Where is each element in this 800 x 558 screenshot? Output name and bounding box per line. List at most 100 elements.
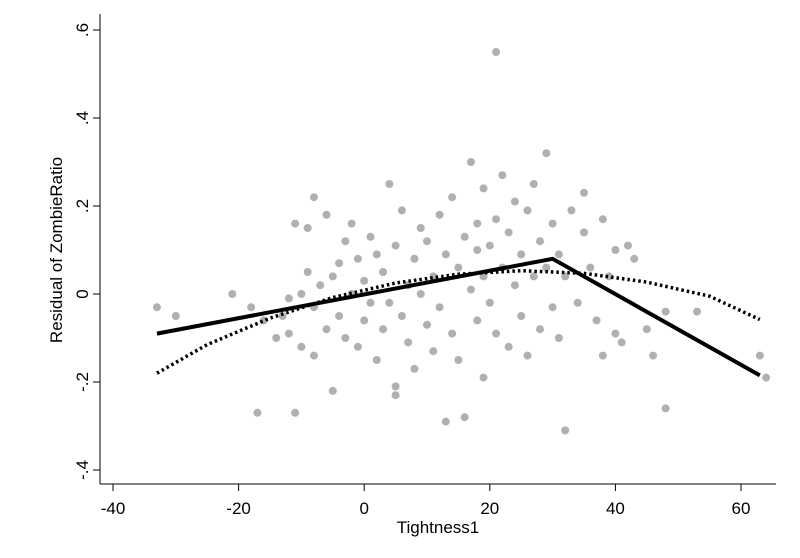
- data-point: [441, 250, 450, 259]
- data-point: [303, 224, 312, 232]
- data-point: [454, 263, 463, 272]
- data-point: [466, 285, 475, 294]
- data-point: [379, 268, 388, 276]
- data-point: [353, 254, 362, 263]
- x-axis-label: Tightness1: [397, 518, 480, 537]
- data-point: [473, 316, 482, 325]
- data-point: [611, 246, 620, 254]
- data-point: [297, 290, 306, 298]
- data-point: [448, 329, 457, 338]
- data-point: [322, 210, 331, 219]
- data-point: [561, 272, 570, 281]
- data-point: [360, 276, 369, 285]
- y-tick-label: .4: [73, 111, 92, 125]
- data-point: [291, 408, 300, 417]
- y-tick-label: .2: [73, 199, 92, 213]
- data-point: [762, 373, 771, 382]
- y-ticks: -.4 -.2 0 .2 .4 .6: [73, 23, 100, 480]
- data-point: [366, 232, 375, 241]
- data-point: [441, 417, 450, 426]
- data-point: [316, 281, 325, 290]
- data-point: [548, 303, 557, 312]
- x-ticks: -40 -20 0 20 40 60: [101, 484, 750, 518]
- data-point: [448, 193, 457, 202]
- data-point: [397, 312, 406, 320]
- data-point: [580, 228, 588, 237]
- x-tick-label: 40: [606, 499, 625, 518]
- data-point: [284, 329, 293, 338]
- data-point: [435, 303, 444, 312]
- data-point: [592, 316, 601, 325]
- data-point: [473, 219, 482, 228]
- data-point: [630, 254, 639, 263]
- data-point: [485, 241, 494, 250]
- data-point: [379, 325, 388, 334]
- data-point: [466, 158, 475, 166]
- data-point: [755, 351, 764, 360]
- data-point: [391, 382, 400, 391]
- data-point: [661, 307, 670, 316]
- data-point: [510, 197, 519, 206]
- data-point: [322, 325, 331, 334]
- data-point: [272, 334, 281, 342]
- data-point: [693, 307, 702, 316]
- data-point: [454, 356, 463, 364]
- x-tick-label: 0: [359, 499, 368, 518]
- data-point: [542, 149, 551, 158]
- data-point: [492, 215, 501, 224]
- data-point: [536, 325, 545, 334]
- data-point: [228, 290, 237, 298]
- data-point: [554, 334, 563, 342]
- data-point: [416, 290, 425, 298]
- data-point: [347, 219, 356, 228]
- data-point: [429, 347, 438, 356]
- data-point: [247, 303, 256, 312]
- data-point: [580, 188, 588, 197]
- axes-layer: -40 -20 0 20 40 60 -.4 -.2 0 .2 .4 .6: [73, 14, 776, 518]
- x-tick-label: -40: [101, 499, 126, 518]
- data-point: [284, 294, 293, 303]
- data-point: [460, 232, 469, 241]
- data-point: [498, 171, 507, 180]
- data-point: [372, 356, 381, 364]
- fit-line-solid: [156, 256, 761, 378]
- data-point: [567, 206, 576, 215]
- data-point: [291, 219, 300, 228]
- data-point: [416, 224, 425, 232]
- data-point: [586, 263, 595, 272]
- data-point: [492, 48, 501, 56]
- data-point: [529, 180, 538, 188]
- data-point: [517, 312, 526, 320]
- data-point: [598, 351, 607, 360]
- data-point: [523, 351, 532, 360]
- y-axis-label: Residual of ZombieRatio: [47, 157, 66, 343]
- data-point: [278, 312, 287, 320]
- data-point: [517, 250, 526, 259]
- data-point: [479, 184, 488, 193]
- data-point: [341, 334, 350, 342]
- data-point: [460, 413, 469, 422]
- y-tick-label: -.2: [73, 372, 92, 392]
- data-point: [353, 342, 362, 351]
- data-point: [385, 180, 394, 188]
- data-point: [492, 329, 501, 338]
- y-tick-label: .6: [73, 23, 92, 37]
- y-tick-label: -.4: [73, 460, 92, 480]
- data-point: [435, 210, 444, 219]
- data-point: [328, 272, 337, 281]
- data-point: [253, 408, 262, 417]
- data-point: [335, 312, 344, 320]
- data-point: [385, 298, 394, 307]
- data-point: [171, 312, 180, 320]
- data-point: [510, 281, 519, 290]
- data-point: [397, 206, 406, 215]
- data-point: [360, 316, 369, 325]
- data-point: [335, 259, 344, 268]
- data-point: [423, 237, 431, 246]
- data-point: [611, 329, 620, 338]
- data-point: [372, 250, 381, 259]
- data-point: [485, 298, 494, 307]
- data-point: [542, 263, 551, 272]
